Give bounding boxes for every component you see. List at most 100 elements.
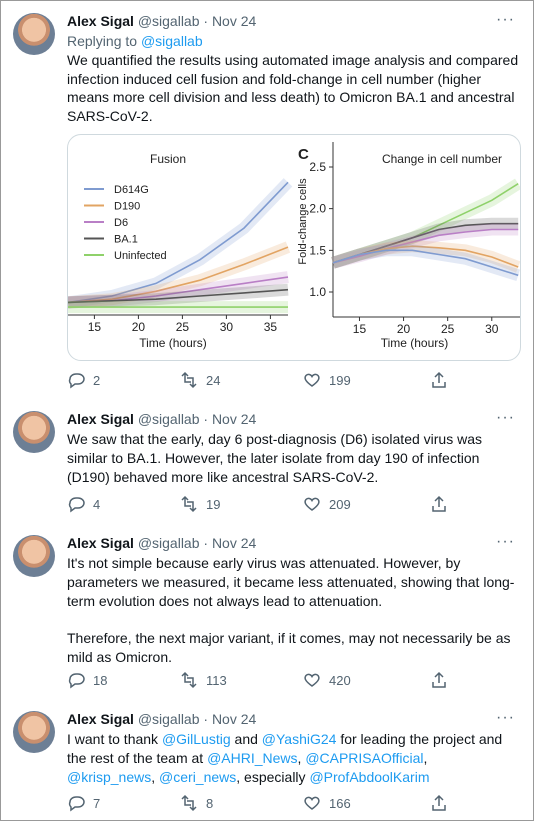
tweet-date[interactable]: · Nov 24 (203, 13, 257, 29)
tweet-body: I want to thank @GilLustig and @YashiG24… (67, 730, 519, 805)
tweet-date[interactable]: · Nov 24 (203, 535, 257, 551)
author-name[interactable]: Alex Sigal (67, 13, 134, 29)
mention-link[interactable]: @CAPRISAOfficial (305, 749, 424, 766)
share-icon (432, 495, 446, 512)
avatar[interactable] (13, 13, 55, 55)
text-segment: , (423, 749, 428, 766)
tweet-actions: 7 8 166 (67, 794, 467, 814)
tweet: Alex Sigal @sigallab · Nov 24 ··· It's not… (1, 523, 533, 699)
y-tick-label: 1.5 (309, 243, 326, 257)
reply-icon (68, 373, 85, 389)
more-menu[interactable]: ··· (496, 533, 515, 550)
more-menu[interactable]: ··· (496, 709, 515, 726)
like-action[interactable]: 199 (303, 371, 351, 389)
x-tick-label: 30 (485, 322, 499, 336)
author-name[interactable]: Alex Sigal (67, 535, 134, 551)
y-tick-label: 1.0 (309, 285, 326, 299)
like-action[interactable]: 209 (303, 495, 351, 513)
y-tick-label: 2.5 (309, 160, 326, 174)
mention-link[interactable]: @YashiG24 (261, 731, 337, 747)
share-action[interactable] (430, 371, 448, 389)
text-segment: It's not simple because early virus was … (67, 555, 515, 609)
like-count: 199 (329, 372, 351, 388)
tweet-body: We saw that the early, day 6 post-diagno… (67, 430, 519, 505)
retweet-action[interactable]: 113 (180, 671, 227, 689)
mention-link[interactable]: @GilLustig (161, 731, 231, 747)
replying-handle[interactable]: @sigallab (140, 33, 203, 49)
retweet-icon (181, 495, 197, 513)
author-name[interactable]: Alex Sigal (67, 711, 134, 727)
retweet-count: 19 (206, 496, 221, 512)
tweet-body: Replying to @sigallab We quantified the r… (67, 32, 519, 145)
reply-action[interactable]: 4 (67, 495, 100, 513)
text-segment: and (230, 731, 262, 747)
tweet-actions: 18 113 420 (67, 671, 467, 691)
author-name[interactable]: Alex Sigal (67, 411, 134, 427)
text-segment: , (151, 768, 160, 785)
text-segment: We saw that the early, day 6 post-diagno… (67, 431, 483, 485)
y-axis-label: Fold-change cells (297, 178, 309, 265)
chart-title: Change in cell number (382, 152, 502, 166)
like-icon (304, 373, 320, 387)
reply-action[interactable]: 2 (67, 371, 100, 389)
reply-count: 4 (93, 496, 101, 512)
author-handle: @sigallab (137, 13, 200, 29)
tweet-header: Alex Sigal @sigallab · Nov 24 (67, 409, 256, 429)
retweet-icon (181, 371, 197, 389)
tweet-actions: 2 24 199 (67, 371, 467, 391)
author-handle: @sigallab (137, 711, 200, 727)
share-action[interactable] (430, 671, 448, 689)
mention-link[interactable]: @AHRI_News (207, 749, 298, 766)
like-count: 209 (329, 496, 351, 512)
reply-icon (68, 497, 85, 513)
tweet-text: I want to thank @GilLustig and @YashiG24… (67, 730, 519, 786)
retweet-action[interactable]: 24 (180, 371, 220, 389)
tweet: Alex Sigal @sigallab · Nov 24 ··· We saw t… (1, 399, 533, 523)
like-action[interactable]: 166 (303, 794, 351, 812)
reply-action[interactable]: 18 (67, 671, 107, 689)
retweet-icon (181, 671, 197, 689)
mention-link[interactable]: @krisp_news (67, 768, 152, 785)
retweet-icon (181, 794, 197, 812)
share-action[interactable] (430, 794, 448, 812)
series-line (332, 249, 519, 277)
reply-action[interactable]: 7 (67, 794, 100, 812)
replying-prefix: Replying to (67, 33, 141, 49)
x-tick-label: 20 (132, 320, 146, 334)
retweet-action[interactable]: 8 (180, 794, 213, 812)
x-axis-label: Time (hours) (139, 336, 207, 350)
y-tick-label: 2.0 (309, 202, 326, 216)
tweet-date[interactable]: · Nov 24 (203, 411, 257, 427)
chart-image: 15 20 25 30 35 D614G D190 D6 BA.1 Uninfected Fusio… (68, 142, 520, 350)
tweet-date[interactable]: · Nov 24 (203, 711, 257, 727)
legend-label: D6 (114, 217, 128, 229)
author-handle: @sigallab (137, 535, 200, 551)
reply-icon (68, 673, 85, 689)
retweet-action[interactable]: 19 (180, 495, 220, 513)
chart-title: Fusion (150, 152, 186, 166)
x-tick-label: 35 (264, 320, 278, 334)
reply-icon (68, 796, 85, 812)
text-segment: for leading the project and the rest of … (67, 731, 503, 766)
share-action[interactable] (430, 495, 448, 513)
tweet-actions: 4 19 209 (67, 495, 467, 515)
retweet-count: 8 (206, 795, 214, 811)
tweet-header: Alex Sigal @sigallab · Nov 24 (67, 709, 256, 729)
avatar[interactable] (13, 411, 55, 453)
like-action[interactable]: 420 (303, 671, 351, 689)
retweet-count: 113 (206, 672, 227, 688)
tweet-text: Therefore, the next major variant, if it… (67, 629, 519, 667)
avatar[interactable] (13, 535, 55, 577)
text-segment: We quantified the results using automate… (67, 51, 519, 125)
x-tick-label: 15 (88, 320, 102, 334)
more-menu[interactable]: ··· (496, 409, 515, 426)
tweet-image[interactable]: 15 20 25 30 35 D614G D190 D6 BA.1 Uninfected Fusio… (67, 134, 521, 361)
series-line (332, 228, 519, 264)
text-segment: , especially (236, 768, 310, 785)
avatar[interactable] (13, 711, 55, 753)
x-axis-label: Time (hours) (381, 336, 449, 350)
mention-link[interactable]: @ProfAbdoolKarim (309, 768, 430, 785)
more-menu[interactable]: ··· (496, 11, 515, 28)
mention-link[interactable]: @ceri_news (159, 768, 237, 785)
